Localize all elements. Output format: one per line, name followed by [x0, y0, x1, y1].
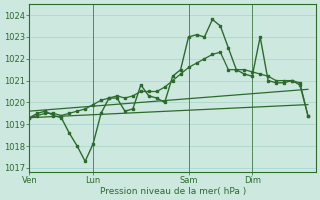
X-axis label: Pression niveau de la mer( hPa ): Pression niveau de la mer( hPa ) [100, 187, 246, 196]
